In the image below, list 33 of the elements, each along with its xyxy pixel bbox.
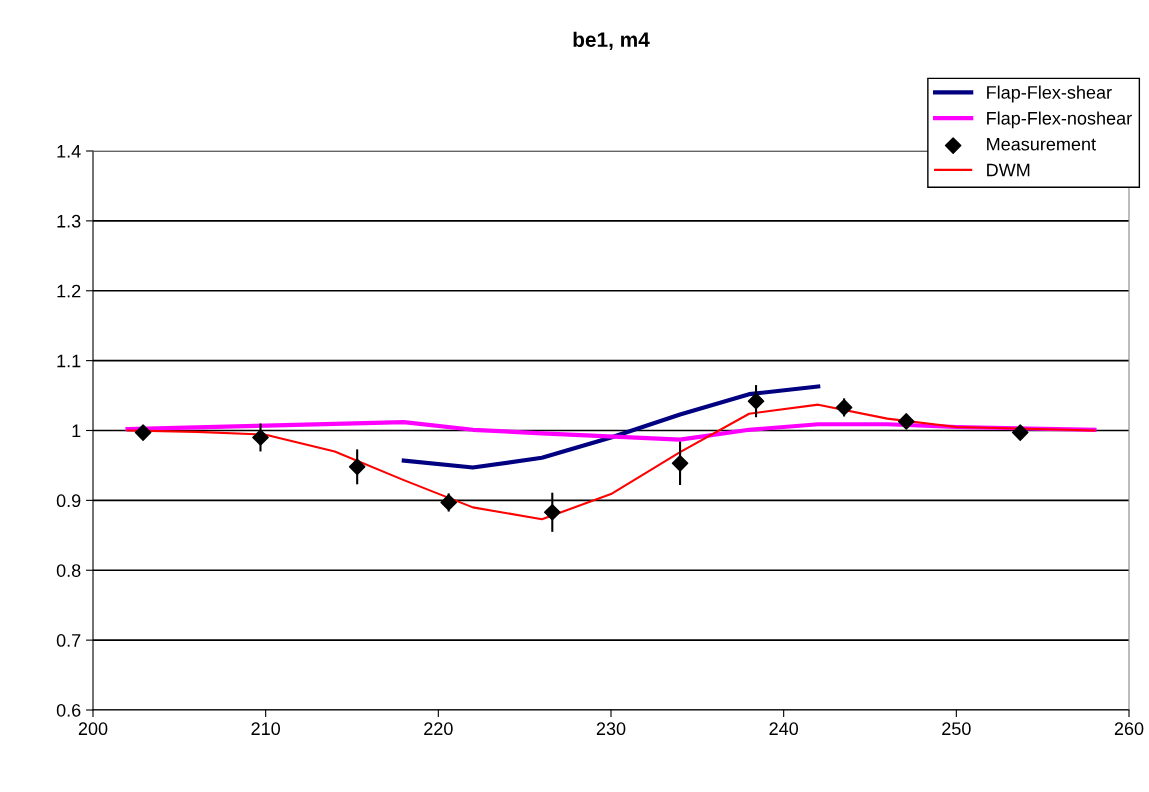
x-tick-label: 210 <box>251 722 281 736</box>
y-tick-label: 0.7 <box>56 634 81 647</box>
point <box>897 413 915 430</box>
point <box>440 494 457 511</box>
legend-label: Flap-Flex-shear <box>987 85 1112 103</box>
chart-title: be1, m4 <box>573 31 650 51</box>
legend-label: Measurement <box>987 137 1096 151</box>
x-tick-label: 230 <box>596 722 626 736</box>
point <box>747 392 765 410</box>
y-tick-label: 1.4 <box>57 145 81 158</box>
point <box>348 458 366 476</box>
point <box>835 399 853 416</box>
y-tick-label: 1.2 <box>57 284 81 298</box>
point <box>671 455 689 472</box>
line-series <box>401 384 821 470</box>
y-tick-label: 1 <box>72 424 81 438</box>
x-tick-label: 250 <box>942 722 971 736</box>
x-tick-label: 200 <box>78 722 108 736</box>
x-tick-label: 220 <box>424 722 453 736</box>
point <box>543 503 561 521</box>
point <box>252 429 269 446</box>
point <box>1011 424 1029 441</box>
y-tick-label: 1.3 <box>57 214 81 228</box>
legend-label: DWM <box>987 163 1030 177</box>
x-tick-label: 240 <box>769 722 799 736</box>
y-tick-label: 0.8 <box>56 564 81 577</box>
y-tick-label: 0.6 <box>56 703 81 717</box>
y-tick-label: 1.1 <box>57 354 81 368</box>
legend-label: Flap-Flex-noshear <box>987 111 1132 129</box>
y-tick-label: 0.9 <box>56 494 81 508</box>
point <box>134 424 152 441</box>
x-tick-label: 260 <box>1114 722 1144 736</box>
line-series <box>126 403 1096 521</box>
